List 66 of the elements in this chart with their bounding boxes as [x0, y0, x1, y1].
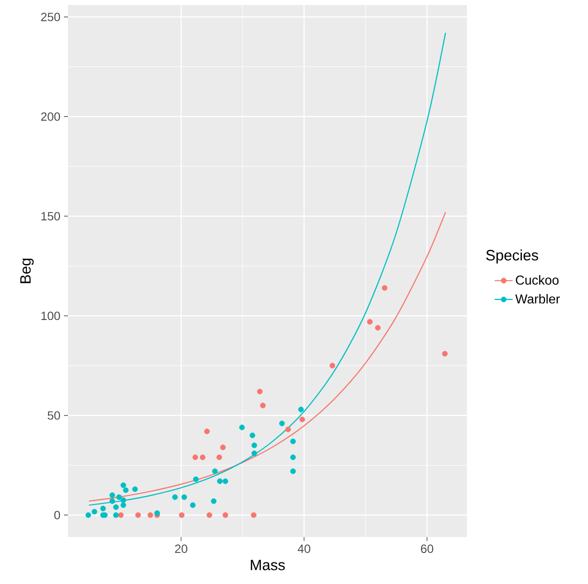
point [135, 512, 141, 518]
point [118, 512, 124, 518]
point [113, 504, 119, 510]
point [109, 492, 116, 498]
point [250, 432, 256, 438]
y-tick-label: 200 [41, 112, 60, 121]
point [367, 319, 373, 325]
point [375, 324, 381, 331]
point [330, 362, 336, 368]
point [279, 420, 285, 426]
point [172, 494, 178, 500]
point [86, 512, 92, 518]
point [92, 508, 98, 514]
point [216, 454, 222, 460]
point [120, 497, 126, 503]
y-tick-label: 250 [41, 12, 60, 22]
legend-label: Warbler [515, 294, 560, 304]
point [290, 468, 296, 474]
point [148, 512, 154, 518]
point [257, 388, 263, 394]
point [192, 454, 198, 460]
point [250, 512, 256, 518]
point [239, 424, 245, 430]
point [120, 502, 126, 508]
point [290, 438, 296, 444]
point [113, 512, 119, 518]
point [132, 486, 138, 492]
point [206, 512, 212, 518]
point [100, 506, 106, 512]
point [200, 454, 206, 460]
legend-label: Cuckoo [516, 275, 559, 285]
y-tick-label: 0 [54, 510, 60, 520]
point [178, 512, 185, 518]
y-tick-label: 150 [41, 212, 60, 220]
point [217, 478, 223, 484]
point [382, 285, 388, 291]
point [120, 482, 126, 488]
point [193, 476, 199, 482]
y-tick-label: 50 [48, 411, 60, 420]
point [123, 487, 129, 493]
legend-title: Species [486, 250, 538, 264]
point [116, 494, 122, 500]
point [181, 494, 187, 500]
point [298, 406, 304, 412]
point [285, 426, 291, 432]
point [190, 502, 196, 508]
point [212, 468, 218, 474]
point [220, 444, 226, 450]
point [290, 454, 296, 460]
point [222, 512, 228, 518]
point [299, 416, 306, 422]
point [251, 442, 258, 448]
x-tick-label: 40 [298, 544, 310, 553]
point [222, 478, 228, 484]
y-tick-label: 100 [41, 312, 60, 320]
x-axis-title: Mass [250, 560, 285, 570]
x-tick-label: 60 [421, 544, 434, 553]
point [109, 498, 116, 504]
point [210, 498, 216, 504]
point [442, 350, 448, 356]
point [251, 450, 258, 456]
line-series [88, 212, 446, 502]
y-axis-title: Beg [20, 258, 34, 284]
point [204, 428, 210, 434]
point [260, 402, 266, 408]
x-tick-label: 20 [175, 544, 188, 553]
